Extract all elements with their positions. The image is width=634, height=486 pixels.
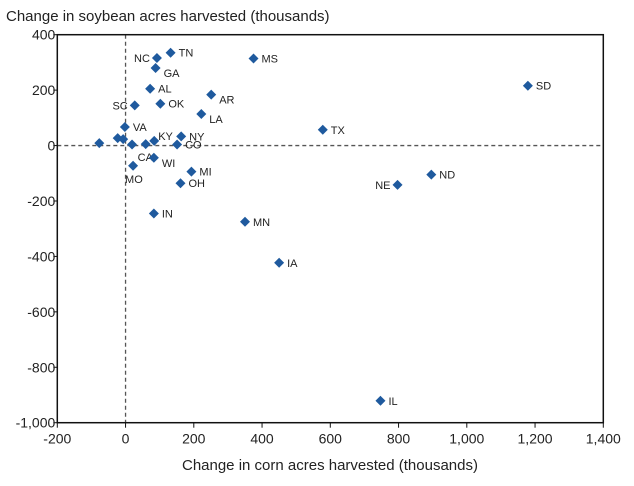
point-label: IL bbox=[388, 396, 397, 408]
point-label: IA bbox=[287, 258, 298, 270]
point-label: AL bbox=[158, 84, 171, 96]
data-point bbox=[94, 138, 105, 149]
data-point-mi bbox=[186, 166, 197, 177]
x-tick-label: 0 bbox=[122, 431, 130, 447]
data-point-ia bbox=[274, 257, 285, 268]
point-label: CO bbox=[185, 139, 202, 151]
data-point-nc bbox=[151, 52, 162, 63]
point-label: IN bbox=[162, 208, 173, 220]
data-point-in bbox=[148, 208, 159, 219]
point-label: CA bbox=[138, 152, 154, 164]
x-tick-label: 200 bbox=[182, 431, 206, 447]
data-point bbox=[118, 134, 129, 145]
x-tick-label: 1,400 bbox=[586, 431, 621, 447]
data-point-va bbox=[119, 121, 130, 132]
data-point-ga bbox=[150, 62, 161, 73]
data-point-ar bbox=[206, 89, 217, 100]
data-point-mo bbox=[128, 160, 139, 171]
x-tick-label: 1,200 bbox=[518, 431, 553, 447]
y-tick-label: 400 bbox=[32, 27, 56, 43]
x-tick-label: 1,000 bbox=[449, 431, 484, 447]
point-label: KY bbox=[158, 131, 173, 143]
x-tick-label: -200 bbox=[43, 431, 71, 447]
point-label: MO bbox=[125, 174, 143, 186]
plot-frame bbox=[56, 33, 605, 424]
data-point-sd bbox=[522, 80, 533, 91]
point-label: MN bbox=[253, 217, 270, 229]
x-tick-label: 400 bbox=[250, 431, 274, 447]
x-tick-label: 800 bbox=[387, 431, 411, 447]
y-tick-label: -600 bbox=[27, 304, 55, 320]
point-label: TX bbox=[331, 125, 346, 137]
data-point bbox=[127, 139, 138, 150]
chart-title: Change in soybean acres harvested (thous… bbox=[6, 8, 330, 25]
point-label: NY bbox=[189, 131, 205, 143]
data-point-ca bbox=[140, 139, 151, 150]
point-label: MI bbox=[199, 167, 211, 179]
y-tick-label: -800 bbox=[27, 359, 55, 375]
x-tick-label: 600 bbox=[319, 431, 343, 447]
y-tick-label: -200 bbox=[27, 193, 55, 209]
point-label: SC bbox=[112, 100, 127, 112]
data-point-wi bbox=[148, 152, 159, 163]
data-point-il bbox=[375, 395, 386, 406]
point-label: ND bbox=[439, 170, 455, 182]
point-label: AR bbox=[219, 95, 234, 107]
data-point-tn bbox=[165, 47, 176, 58]
y-tick-label: 0 bbox=[48, 138, 56, 154]
data-point-la bbox=[196, 108, 207, 119]
data-point-co bbox=[172, 139, 183, 150]
axes: -200 0 200 400 600 800 1,000 1,200 1,400 400 200 0 -… bbox=[16, 27, 621, 447]
point-label: SD bbox=[536, 81, 551, 93]
data-point-tx bbox=[317, 124, 328, 135]
data-point-oh bbox=[175, 178, 186, 189]
y-tick-label: 200 bbox=[32, 82, 56, 98]
data-point-ky bbox=[149, 135, 160, 146]
data-point-nd bbox=[426, 169, 437, 180]
x-axis-label: Change in corn acres harvested (thousand… bbox=[182, 457, 478, 474]
point-label: NE bbox=[375, 180, 390, 192]
data-point-ok bbox=[155, 98, 166, 109]
point-label: GA bbox=[164, 68, 181, 80]
point-label: TN bbox=[179, 48, 194, 60]
point-label: VA bbox=[133, 122, 148, 134]
point-label: NC bbox=[134, 53, 150, 65]
data-point-ne bbox=[392, 179, 403, 190]
data-point-al bbox=[145, 83, 156, 94]
point-label: MS bbox=[262, 54, 279, 66]
point-label: OH bbox=[188, 178, 205, 190]
data-point-ms bbox=[248, 53, 259, 64]
point-label: OK bbox=[168, 99, 185, 111]
data-point-ny bbox=[176, 131, 187, 142]
y-tick-label: -400 bbox=[27, 248, 55, 264]
data-point-sc bbox=[129, 100, 140, 111]
point-label: LA bbox=[209, 114, 223, 126]
y-tick-label: -1,000 bbox=[16, 415, 56, 431]
data-point-mn bbox=[239, 216, 250, 227]
point-label: WI bbox=[162, 158, 175, 170]
